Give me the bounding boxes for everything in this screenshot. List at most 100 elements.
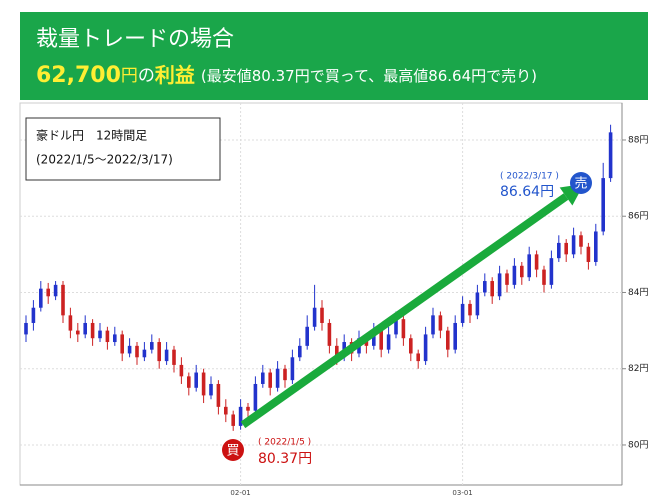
candle-body [490,281,494,297]
candle-body [39,288,43,308]
candle-body [431,315,435,335]
candle-body [579,235,583,247]
buy-icon: 買 [226,444,239,459]
y-tick-label: 88円 [628,134,648,145]
candle-body [61,284,65,316]
candle-body [224,406,228,415]
candle-body [261,372,265,384]
candle-body [594,231,598,262]
candle-body [601,178,605,232]
buy-date: ( 2022/1/5 ) [258,438,311,448]
sell-icon-bg [570,172,592,194]
candle-body [453,322,457,350]
candle-body [113,334,117,343]
subtitle: 62,700円の利益 (最安値80.37円で買って、最高値86.64円で売り) [36,63,537,89]
sell-label: 86.64円 [500,184,554,200]
candle-body [83,322,87,335]
candle-body [483,281,487,293]
candle-body [386,334,391,350]
x-tick-label: 02-01 [230,489,250,497]
candle-body [438,315,443,331]
sell-date: ( 2022/3/17 ) [500,172,559,182]
candle-body [76,330,80,335]
candle-body [446,330,450,350]
candle-body [416,353,420,362]
candle-body [216,383,221,407]
candle-body [253,383,258,411]
header [20,12,648,100]
candle-body [209,383,213,396]
x-tick-label: 03-01 [452,489,472,497]
candle-body [238,406,243,426]
candle-body [557,242,561,259]
candle-body [335,345,339,358]
y-tick-label: 86円 [628,211,648,222]
profit-unit: 円 [121,66,138,86]
candle-body [157,342,161,362]
candle-body [150,342,154,350]
candle-body [275,368,280,388]
buy-icon-bg [222,439,244,461]
info-box [25,117,221,181]
sell-icon: 売 [574,176,587,192]
candle-body [394,319,398,335]
candle-body [283,368,287,381]
candle-body [409,338,413,354]
candle-body [24,322,28,335]
candle-body [327,322,332,346]
candle-body [586,246,591,262]
candle-body [401,319,406,339]
candle-body [142,349,147,358]
candle-body [105,330,110,343]
info-period: (2022/1/5～2022/3/17) [36,153,173,167]
candle-body [497,273,502,297]
candle-body [305,326,309,346]
candle-body [379,330,383,350]
candle-body [53,284,58,297]
candle-body [68,315,73,331]
y-tick-label: 84円 [628,287,648,298]
candle-body [179,364,184,377]
candle-body [320,307,324,323]
candle-body [564,242,568,255]
candle-body [90,322,95,339]
trade-arrow [240,193,569,429]
candle-body [298,345,302,358]
y-tick-label: 82円 [628,363,648,374]
candle-body [423,334,428,362]
candle-body [120,334,124,354]
candle-body [527,254,531,278]
profit-word: 利益 [155,63,195,87]
candle-body [268,372,272,388]
candle-body [505,273,509,285]
y-tick-label: 80円 [628,439,648,450]
candle-body [460,303,465,323]
candle-body [194,372,198,388]
subtitle-note: (最安値80.37円で買って、最高値86.64円で売り) [201,67,537,85]
candle-body [571,235,576,255]
candle-body [246,406,250,411]
particle: の [138,66,155,86]
candle-body [520,265,524,278]
candle-body [290,357,295,381]
candle-body [187,376,191,388]
info-pair: 豪ドル円 12時間足 [36,128,147,143]
candle-body [46,288,50,297]
candle-body [172,349,176,365]
buy-label: 80.37円 [258,451,312,467]
candle-body [608,132,613,179]
candle-body [312,307,317,327]
chart-title: 裁量トレードの場合 [36,27,234,52]
candle-body [164,349,169,362]
candle-body [534,254,539,270]
candle-body [31,307,36,323]
candle-body [549,258,554,285]
candle-body [512,265,517,285]
candle-body [231,414,235,426]
candle-body [372,330,376,346]
candle-body [542,269,546,285]
profit-amount: 62,700 [36,63,121,88]
candle-body [135,345,139,358]
candle-body [98,330,102,339]
